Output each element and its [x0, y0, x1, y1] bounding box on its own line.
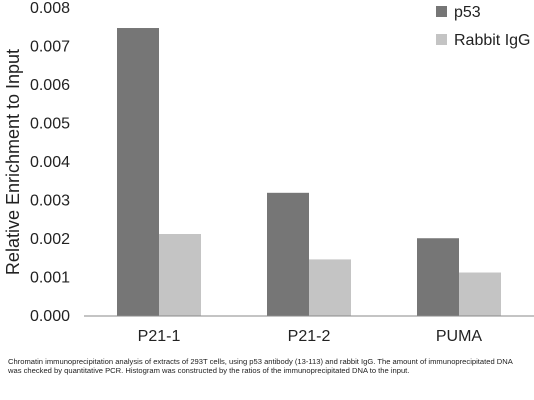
y-tick-label: 0.000	[30, 308, 70, 325]
y-axis-label: Relative Enrichment to Input	[3, 49, 23, 275]
legend-swatch	[436, 34, 447, 45]
bar-rabbit-igg-p21-1	[159, 233, 201, 316]
y-tick-label: 0.008	[30, 0, 70, 17]
legend-label: Rabbit IgG	[454, 32, 530, 49]
bars	[117, 28, 501, 317]
y-tick-label: 0.005	[30, 116, 70, 133]
figure-caption: Chromatin immunoprecipitation analysis o…	[8, 357, 513, 375]
y-tick-label: 0.001	[30, 270, 70, 287]
x-category-label: PUMA	[436, 328, 483, 345]
chart: Relative Enrichment to Input 0.000 0.001 0…	[3, 0, 534, 345]
y-tick-label: 0.003	[30, 193, 70, 210]
legend: p53 Rabbit IgG	[436, 4, 530, 49]
bar-p53-puma	[417, 238, 459, 316]
legend-label: p53	[454, 4, 481, 21]
bar-chart-svg: Relative Enrichment to Input 0.0000.0010…	[3, 0, 534, 345]
legend-swatch	[436, 6, 447, 17]
x-axis-categories: P21-1 P21-2 PUMA	[138, 328, 483, 345]
y-tick-label: 0.004	[30, 154, 70, 171]
x-category-label: P21-2	[288, 328, 331, 345]
y-tick-label: 0.002	[30, 231, 70, 248]
y-tick-label: 0.006	[30, 77, 70, 94]
y-tick-label: 0.007	[30, 39, 70, 56]
bar-p53-p21-2	[267, 192, 309, 316]
bar-rabbit-igg-p21-2	[309, 259, 351, 316]
x-category-label: P21-1	[138, 328, 181, 345]
bar-p53-p21-1	[117, 28, 159, 317]
bar-rabbit-igg-puma	[459, 272, 501, 316]
y-axis-ticks: 0.000 0.001 0.002 0.003 0.004 0.005 0.006 0.007…	[30, 0, 70, 325]
